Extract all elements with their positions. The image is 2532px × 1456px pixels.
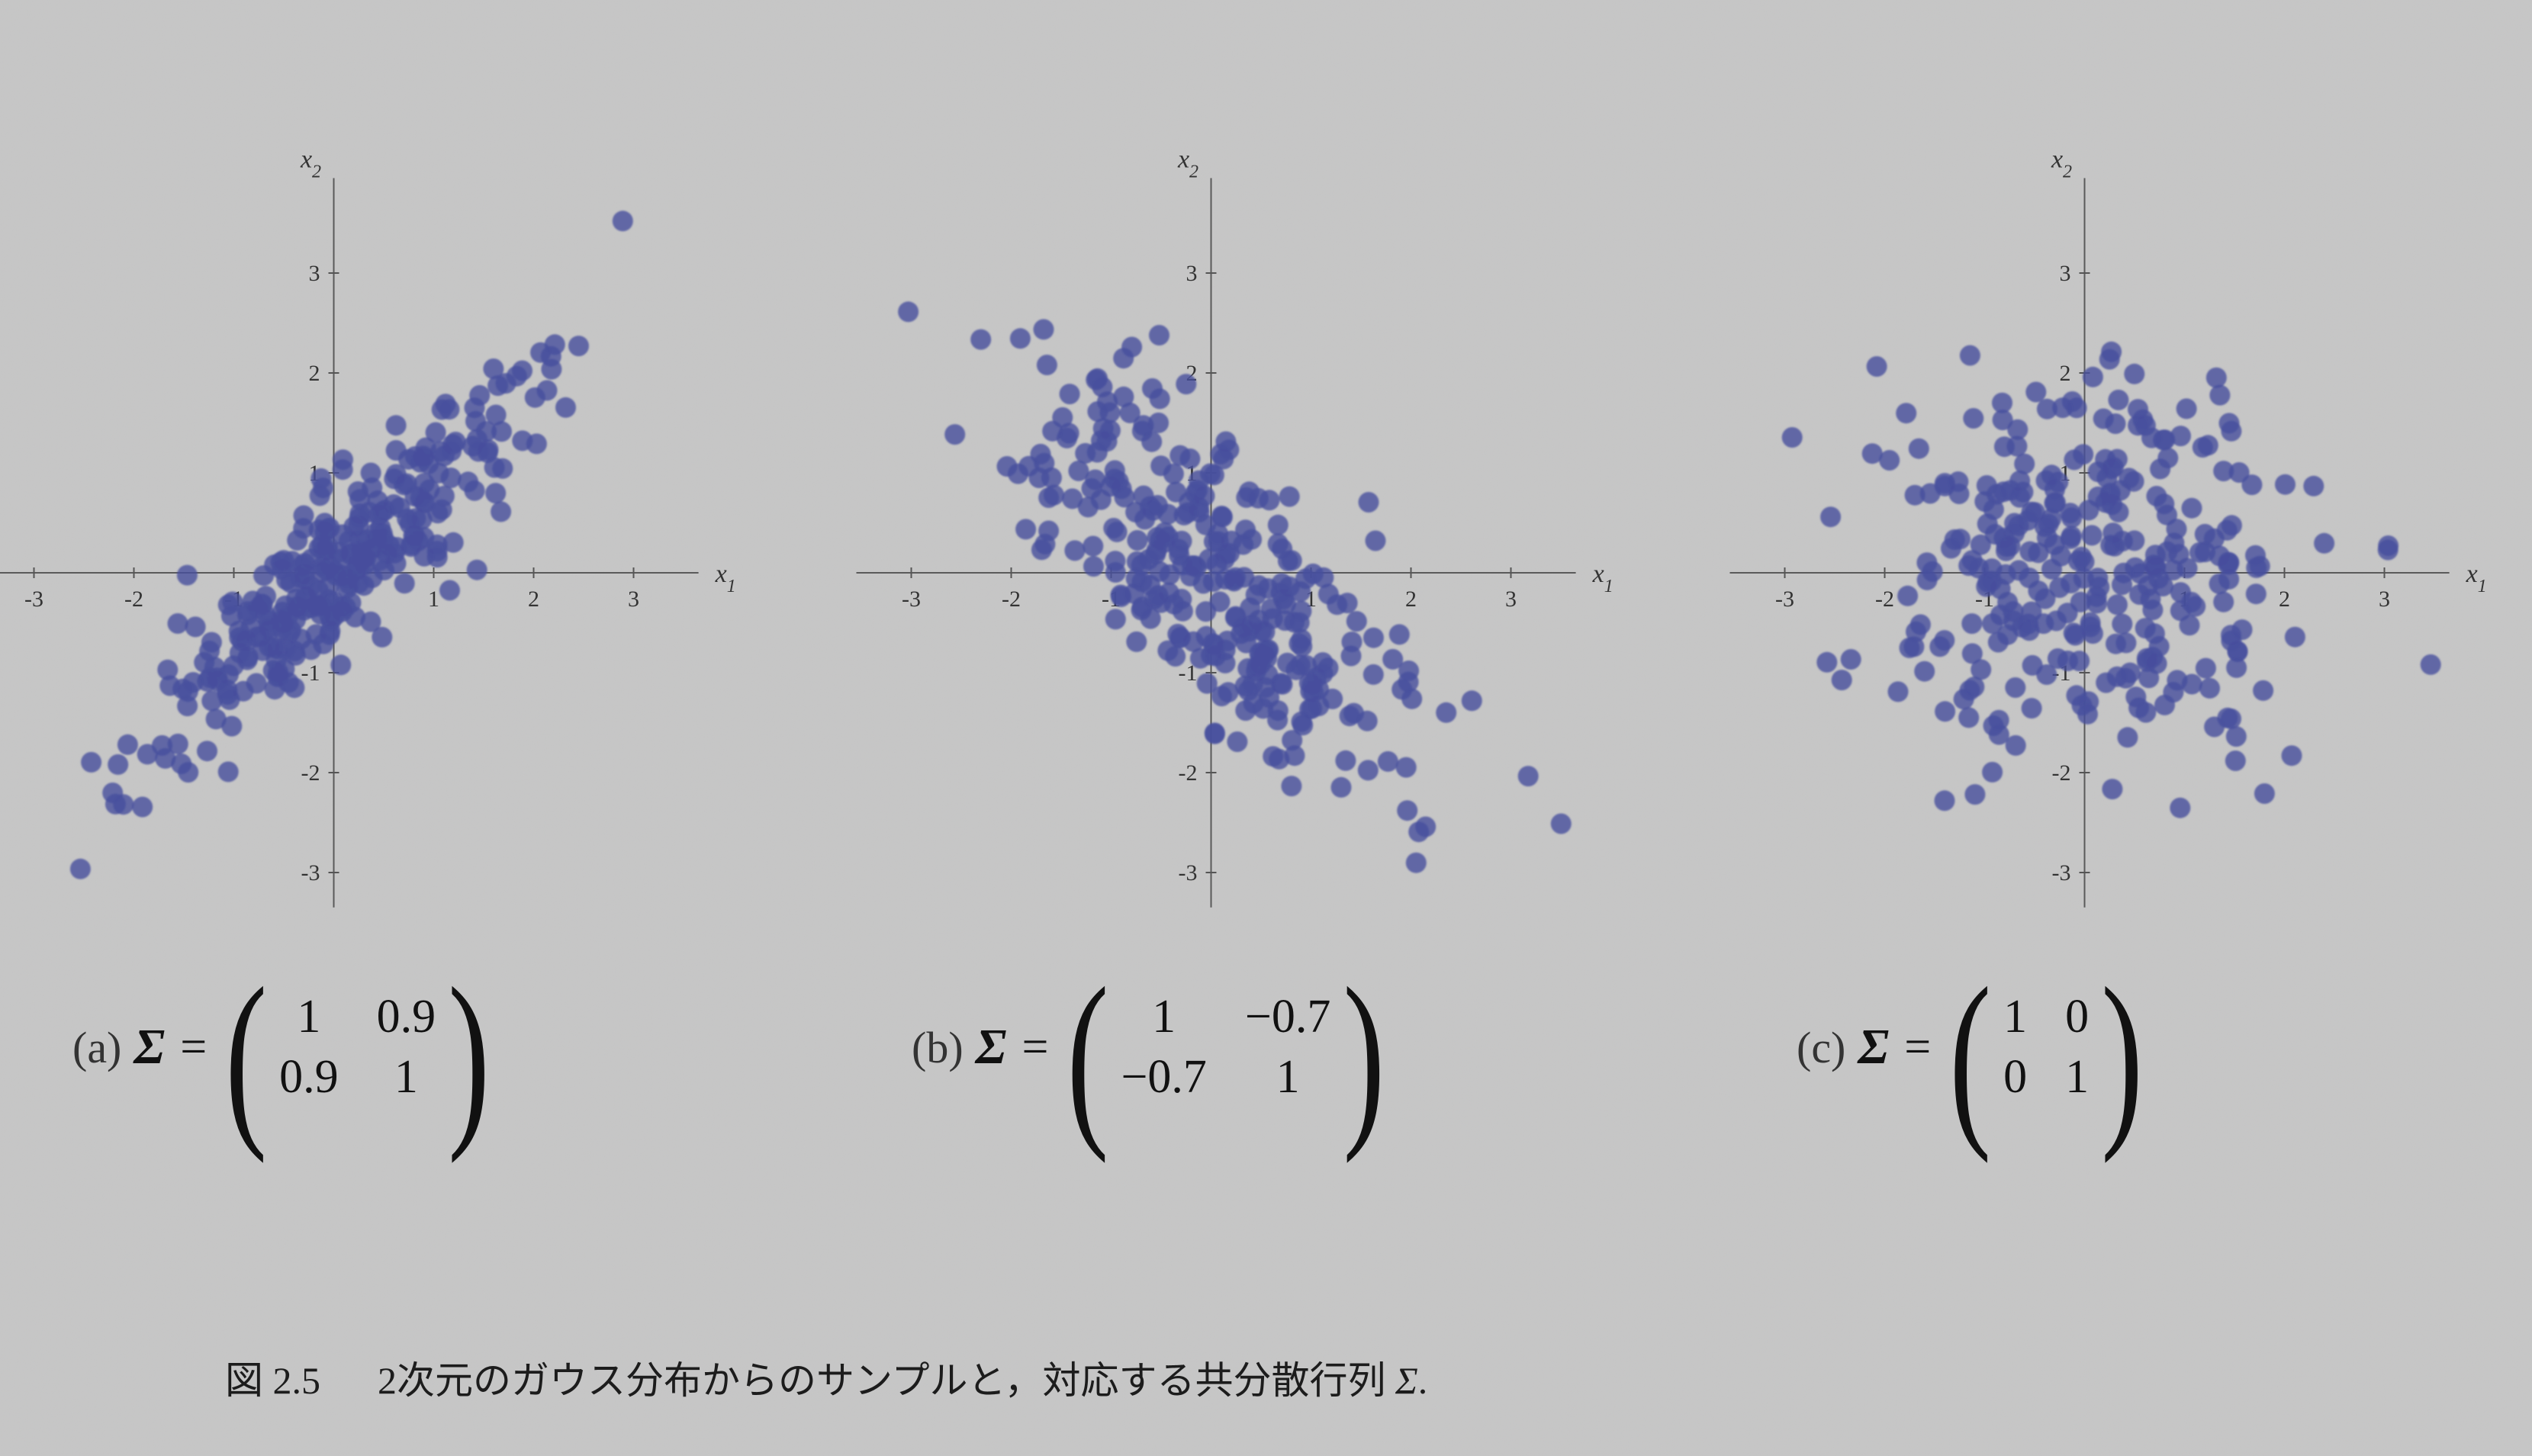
svg-text:-1: -1 [301,661,320,686]
svg-text:-2: -2 [1875,587,1894,612]
svg-text:-3: -3 [301,860,320,885]
svg-text:x1: x1 [714,560,735,596]
svg-text:2: 2 [528,587,539,612]
svg-text:3: 3 [628,587,639,612]
svg-text:3: 3 [308,261,320,286]
svg-text:3: 3 [2059,261,2070,286]
svg-text:x1: x1 [2465,560,2486,596]
svg-text:-2: -2 [124,587,143,612]
svg-text:2: 2 [2279,587,2290,612]
svg-text:-3: -3 [902,587,921,612]
svg-text:x2: x2 [1176,146,1198,182]
svg-text:-3: -3 [1775,587,1794,612]
svg-text:-2: -2 [1002,587,1021,612]
svg-text:2: 2 [2059,361,2070,386]
svg-text:2: 2 [308,361,320,386]
svg-text:-2: -2 [2051,760,2070,786]
svg-text:-3: -3 [1178,860,1197,885]
svg-text:-2: -2 [1178,760,1197,786]
svg-text:-3: -3 [2051,860,2070,885]
svg-text:2: 2 [1405,587,1417,612]
svg-text:-2: -2 [301,760,320,786]
svg-text:3: 3 [2379,587,2390,612]
svg-text:3: 3 [1186,261,1197,286]
svg-text:x2: x2 [299,146,320,182]
svg-text:3: 3 [1505,587,1517,612]
svg-text:x2: x2 [2050,146,2071,182]
svg-text:1: 1 [428,587,439,612]
svg-text:x1: x1 [1591,560,1613,596]
svg-text:-3: -3 [24,587,43,612]
